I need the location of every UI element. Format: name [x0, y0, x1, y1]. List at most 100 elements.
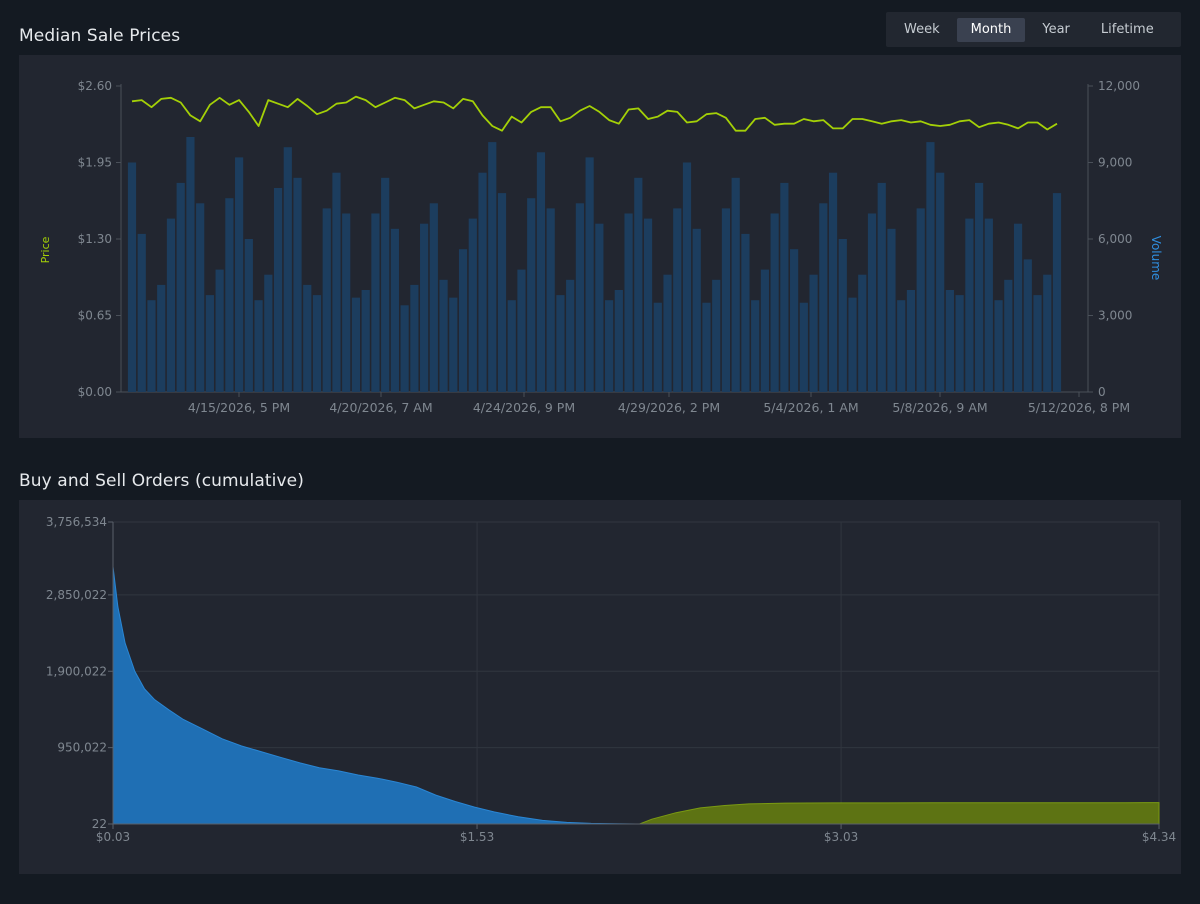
volume-bar: [994, 300, 1003, 392]
volume-bars: [127, 137, 1062, 392]
volume-bar: [244, 239, 253, 392]
volume-bar: [848, 297, 857, 392]
volume-bar: [770, 213, 779, 392]
volume-bar: [488, 142, 497, 392]
volume-bar: [225, 198, 234, 392]
depth-y-tick-label: 950,022: [57, 741, 107, 755]
tab-year[interactable]: Year: [1042, 21, 1070, 37]
volume-bar: [137, 233, 146, 392]
volume-bar: [780, 182, 789, 392]
time-tick-label: 4/15/2026, 5 PM: [188, 400, 290, 415]
buy-orders-area: [112, 566, 640, 825]
volume-bar: [858, 274, 867, 392]
volume-bar: [702, 302, 711, 392]
volume-bar: [819, 203, 828, 392]
volume-bar: [1052, 193, 1062, 392]
volume-bar: [965, 218, 974, 392]
volume-bar: [887, 228, 896, 392]
price-chart-panel: $0.00 $0.65 $1.30 $1.95 $2.60 0 3,000 6,000 9,00…: [19, 55, 1181, 438]
volume-bar: [497, 193, 507, 392]
volume-bar: [381, 177, 390, 392]
volume-bar: [906, 290, 916, 392]
depth-y-tick-label: 22: [92, 817, 107, 831]
volume-bar: [984, 218, 993, 392]
volume-bar: [400, 305, 409, 392]
volume-bar: [449, 297, 458, 392]
depth-y-tick-label: 3,756,534: [46, 515, 107, 529]
volume-bar: [1004, 279, 1013, 392]
price-tick-label: $1.30: [78, 232, 112, 246]
volume-bar: [264, 274, 273, 392]
volume-bar: [536, 152, 546, 392]
volume-bar: [127, 162, 137, 392]
volume-bar: [828, 172, 838, 392]
volume-bar: [605, 300, 614, 392]
depth-y-tick-label: 1,900,022: [46, 664, 107, 678]
tab-week[interactable]: Week: [904, 21, 940, 37]
volume-bar: [312, 295, 322, 392]
volume-bar: [634, 177, 643, 392]
volume-bar: [975, 182, 984, 392]
volume-bar: [371, 213, 380, 392]
volume-bar: [566, 279, 575, 392]
volume-bar: [945, 290, 954, 392]
volume-bar: [322, 208, 331, 392]
volume-bar: [420, 223, 429, 392]
depth-x-tick-label: $4.34: [1142, 830, 1176, 844]
volume-axis-title: Volume: [1149, 236, 1163, 281]
tab-month[interactable]: Month: [956, 17, 1026, 42]
price-volume-chart[interactable]: $0.00 $0.65 $1.30 $1.95 $2.60 0 3,000 6,000 9,00…: [19, 55, 1181, 438]
volume-bar: [916, 208, 925, 392]
order-depth-chart[interactable]: 22 950,022 1,900,022 2,850,022 3,756,534 $0.0…: [19, 500, 1181, 874]
volume-bar: [1013, 223, 1023, 392]
volume-bar: [936, 172, 945, 392]
volume-bar: [799, 302, 808, 392]
price-tick-label: $2.60: [78, 79, 112, 93]
volume-bar: [575, 203, 584, 392]
volume-bar: [342, 213, 351, 392]
volume-bar: [468, 218, 477, 392]
volume-bar: [458, 249, 468, 392]
price-tick-label: $0.00: [78, 385, 112, 399]
volume-tick-label: 0: [1098, 385, 1106, 399]
volume-bar: [867, 213, 877, 392]
volume-bar: [643, 218, 653, 392]
volume-bar: [157, 284, 166, 392]
volume-bar: [439, 279, 448, 392]
volume-bar: [731, 177, 740, 392]
volume-bar: [1043, 274, 1052, 392]
price-tick-label: $1.95: [78, 156, 112, 170]
volume-bar: [1023, 259, 1032, 392]
volume-bar: [293, 177, 302, 392]
volume-bar: [955, 295, 964, 392]
time-tick-label: 5/8/2026, 9 AM: [892, 400, 987, 415]
volume-bar: [390, 228, 399, 392]
volume-tick-label: 9,000: [1098, 156, 1132, 170]
volume-bar: [682, 162, 692, 392]
volume-bar: [556, 295, 565, 392]
depth-y-tick-label: 2,850,022: [46, 588, 107, 602]
tab-lifetime[interactable]: Lifetime: [1100, 21, 1154, 37]
volume-bar: [527, 198, 536, 392]
volume-bar: [254, 300, 263, 392]
depth-x-tick-label: $1.53: [460, 830, 494, 844]
price-tick-label: $0.65: [78, 309, 112, 323]
volume-bar: [790, 249, 799, 392]
depth-chart-panel: 22 950,022 1,900,022 2,850,022 3,756,534 $0.0…: [19, 500, 1181, 874]
time-tick-label: 4/29/2026, 2 PM: [618, 400, 720, 415]
time-tick-label: 4/24/2026, 9 PM: [473, 400, 575, 415]
volume-bar: [692, 228, 701, 392]
volume-bar: [303, 284, 312, 392]
volume-bar: [235, 157, 244, 392]
time-range-tabs: Week Month Year Lifetime: [886, 12, 1181, 47]
volume-bar: [205, 295, 214, 392]
volume-bar: [273, 188, 283, 392]
volume-bar: [624, 213, 633, 392]
volume-bar: [215, 269, 224, 392]
volume-bar: [517, 269, 526, 392]
volume-bar: [186, 137, 195, 392]
sell-orders-area: [639, 802, 1160, 825]
volume-bar: [478, 172, 487, 392]
volume-tick-label: 6,000: [1098, 232, 1132, 246]
volume-bar: [897, 300, 906, 392]
